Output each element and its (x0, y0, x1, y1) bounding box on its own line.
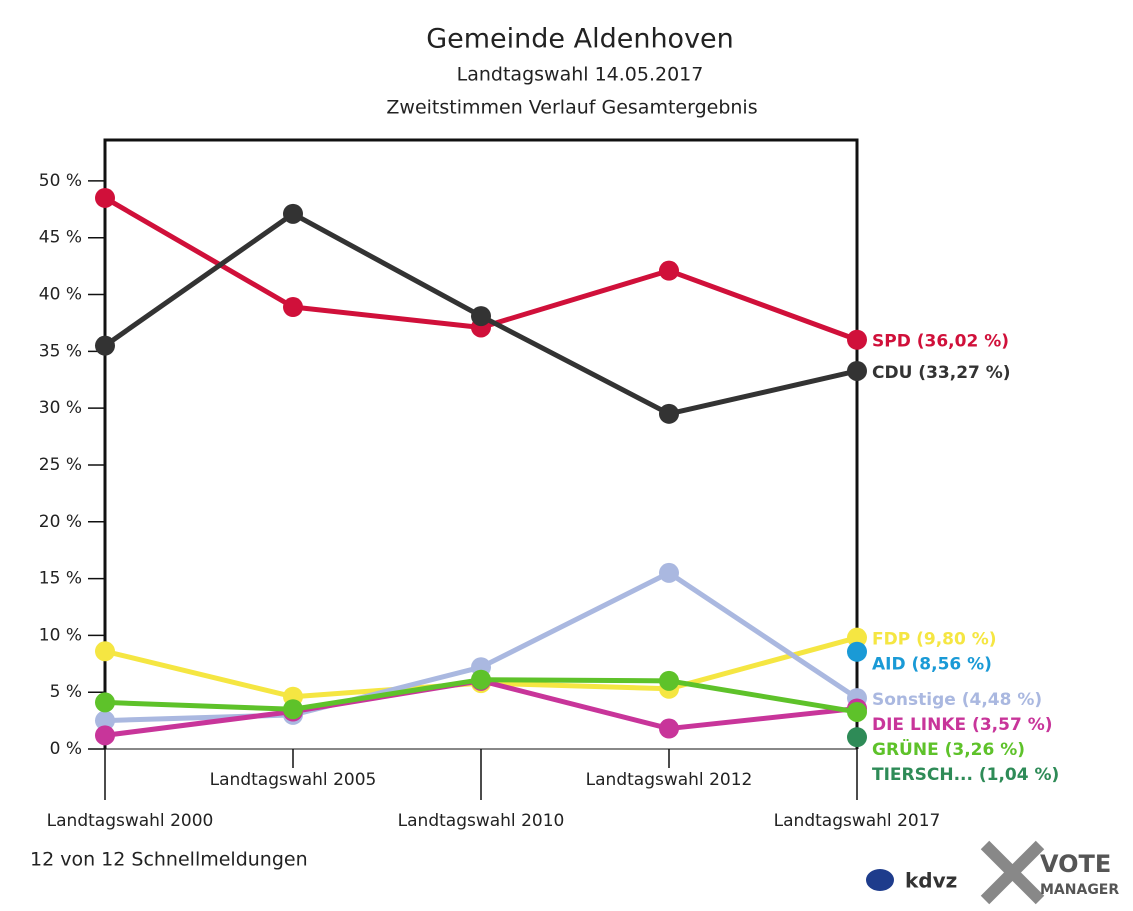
data-point (659, 403, 679, 424)
y-tick-label: 0 % (50, 739, 82, 759)
y-tick-label: 40 % (39, 285, 82, 305)
y-tick-label: 5 % (50, 682, 82, 702)
x-tick-label: Landtagswahl 2005 (210, 770, 377, 790)
logo-shape (866, 869, 894, 891)
x-tick-label: Landtagswahl 2000 (47, 811, 214, 831)
y-tick-label: 50 % (39, 171, 82, 191)
y-tick-label: 45 % (39, 228, 82, 248)
end-label: Sonstige (4,48 %) (872, 690, 1042, 710)
data-point (471, 306, 491, 327)
y-tick-label: 35 % (39, 341, 82, 361)
end-label: GRÜNE (3,26 %) (872, 738, 1025, 760)
end-label: TIERSCH... (1,04 %) (872, 765, 1059, 785)
y-tick-label: 30 % (39, 398, 82, 418)
y-tick-label: 25 % (39, 455, 82, 475)
y-tick-label: 15 % (39, 569, 82, 589)
chart-title: Gemeinde Aldenhoven (426, 24, 734, 55)
data-point (471, 669, 491, 690)
data-point (659, 670, 679, 691)
data-point (847, 701, 867, 722)
logos: kdvz VOTE MANAGER (866, 840, 1119, 905)
end-label: CDU (33,27 %) (872, 363, 1011, 383)
data-point (283, 699, 303, 720)
logo-text: VOTE (1040, 850, 1111, 878)
data-point (659, 562, 679, 583)
end-label: SPD (36,02 %) (872, 332, 1009, 352)
logo-text: kdvz (905, 869, 957, 893)
data-point (659, 718, 679, 739)
data-point (847, 329, 867, 350)
data-point (95, 187, 115, 208)
end-label: AID (8,56 %) (872, 655, 992, 675)
data-point (283, 203, 303, 224)
logo-shape (980, 840, 1045, 905)
data-point (95, 335, 115, 356)
data-point (283, 297, 303, 318)
y-tick-label: 10 % (39, 625, 82, 645)
x-tick-label: Landtagswahl 2010 (398, 811, 565, 831)
footer: 12 von 12 Schnellmeldungen (30, 849, 308, 871)
end-label: DIE LINKE (3,57 %) (872, 715, 1053, 735)
y-tick-label: 20 % (39, 512, 82, 532)
series-line (104, 570, 859, 724)
end-label: FDP (9,80 %) (872, 630, 997, 650)
data-point (95, 725, 115, 746)
x-tick-label: Landtagswahl 2017 (774, 811, 941, 831)
data-point (847, 627, 867, 648)
data-point (95, 641, 115, 662)
chart-subtitle: Zweitstimmen Verlauf Gesamtergebnis (386, 97, 757, 119)
data-point (95, 692, 115, 713)
data-point (847, 360, 867, 381)
data-point (659, 260, 679, 281)
chart-subtitle: Landtagswahl 14.05.2017 (457, 64, 704, 86)
data-point (847, 641, 867, 662)
plot-frame (103, 138, 859, 749)
x-tick-label: Landtagswahl 2012 (586, 770, 753, 790)
data-point (847, 727, 867, 748)
data-point (95, 710, 115, 731)
logo-text: MANAGER (1040, 882, 1119, 898)
